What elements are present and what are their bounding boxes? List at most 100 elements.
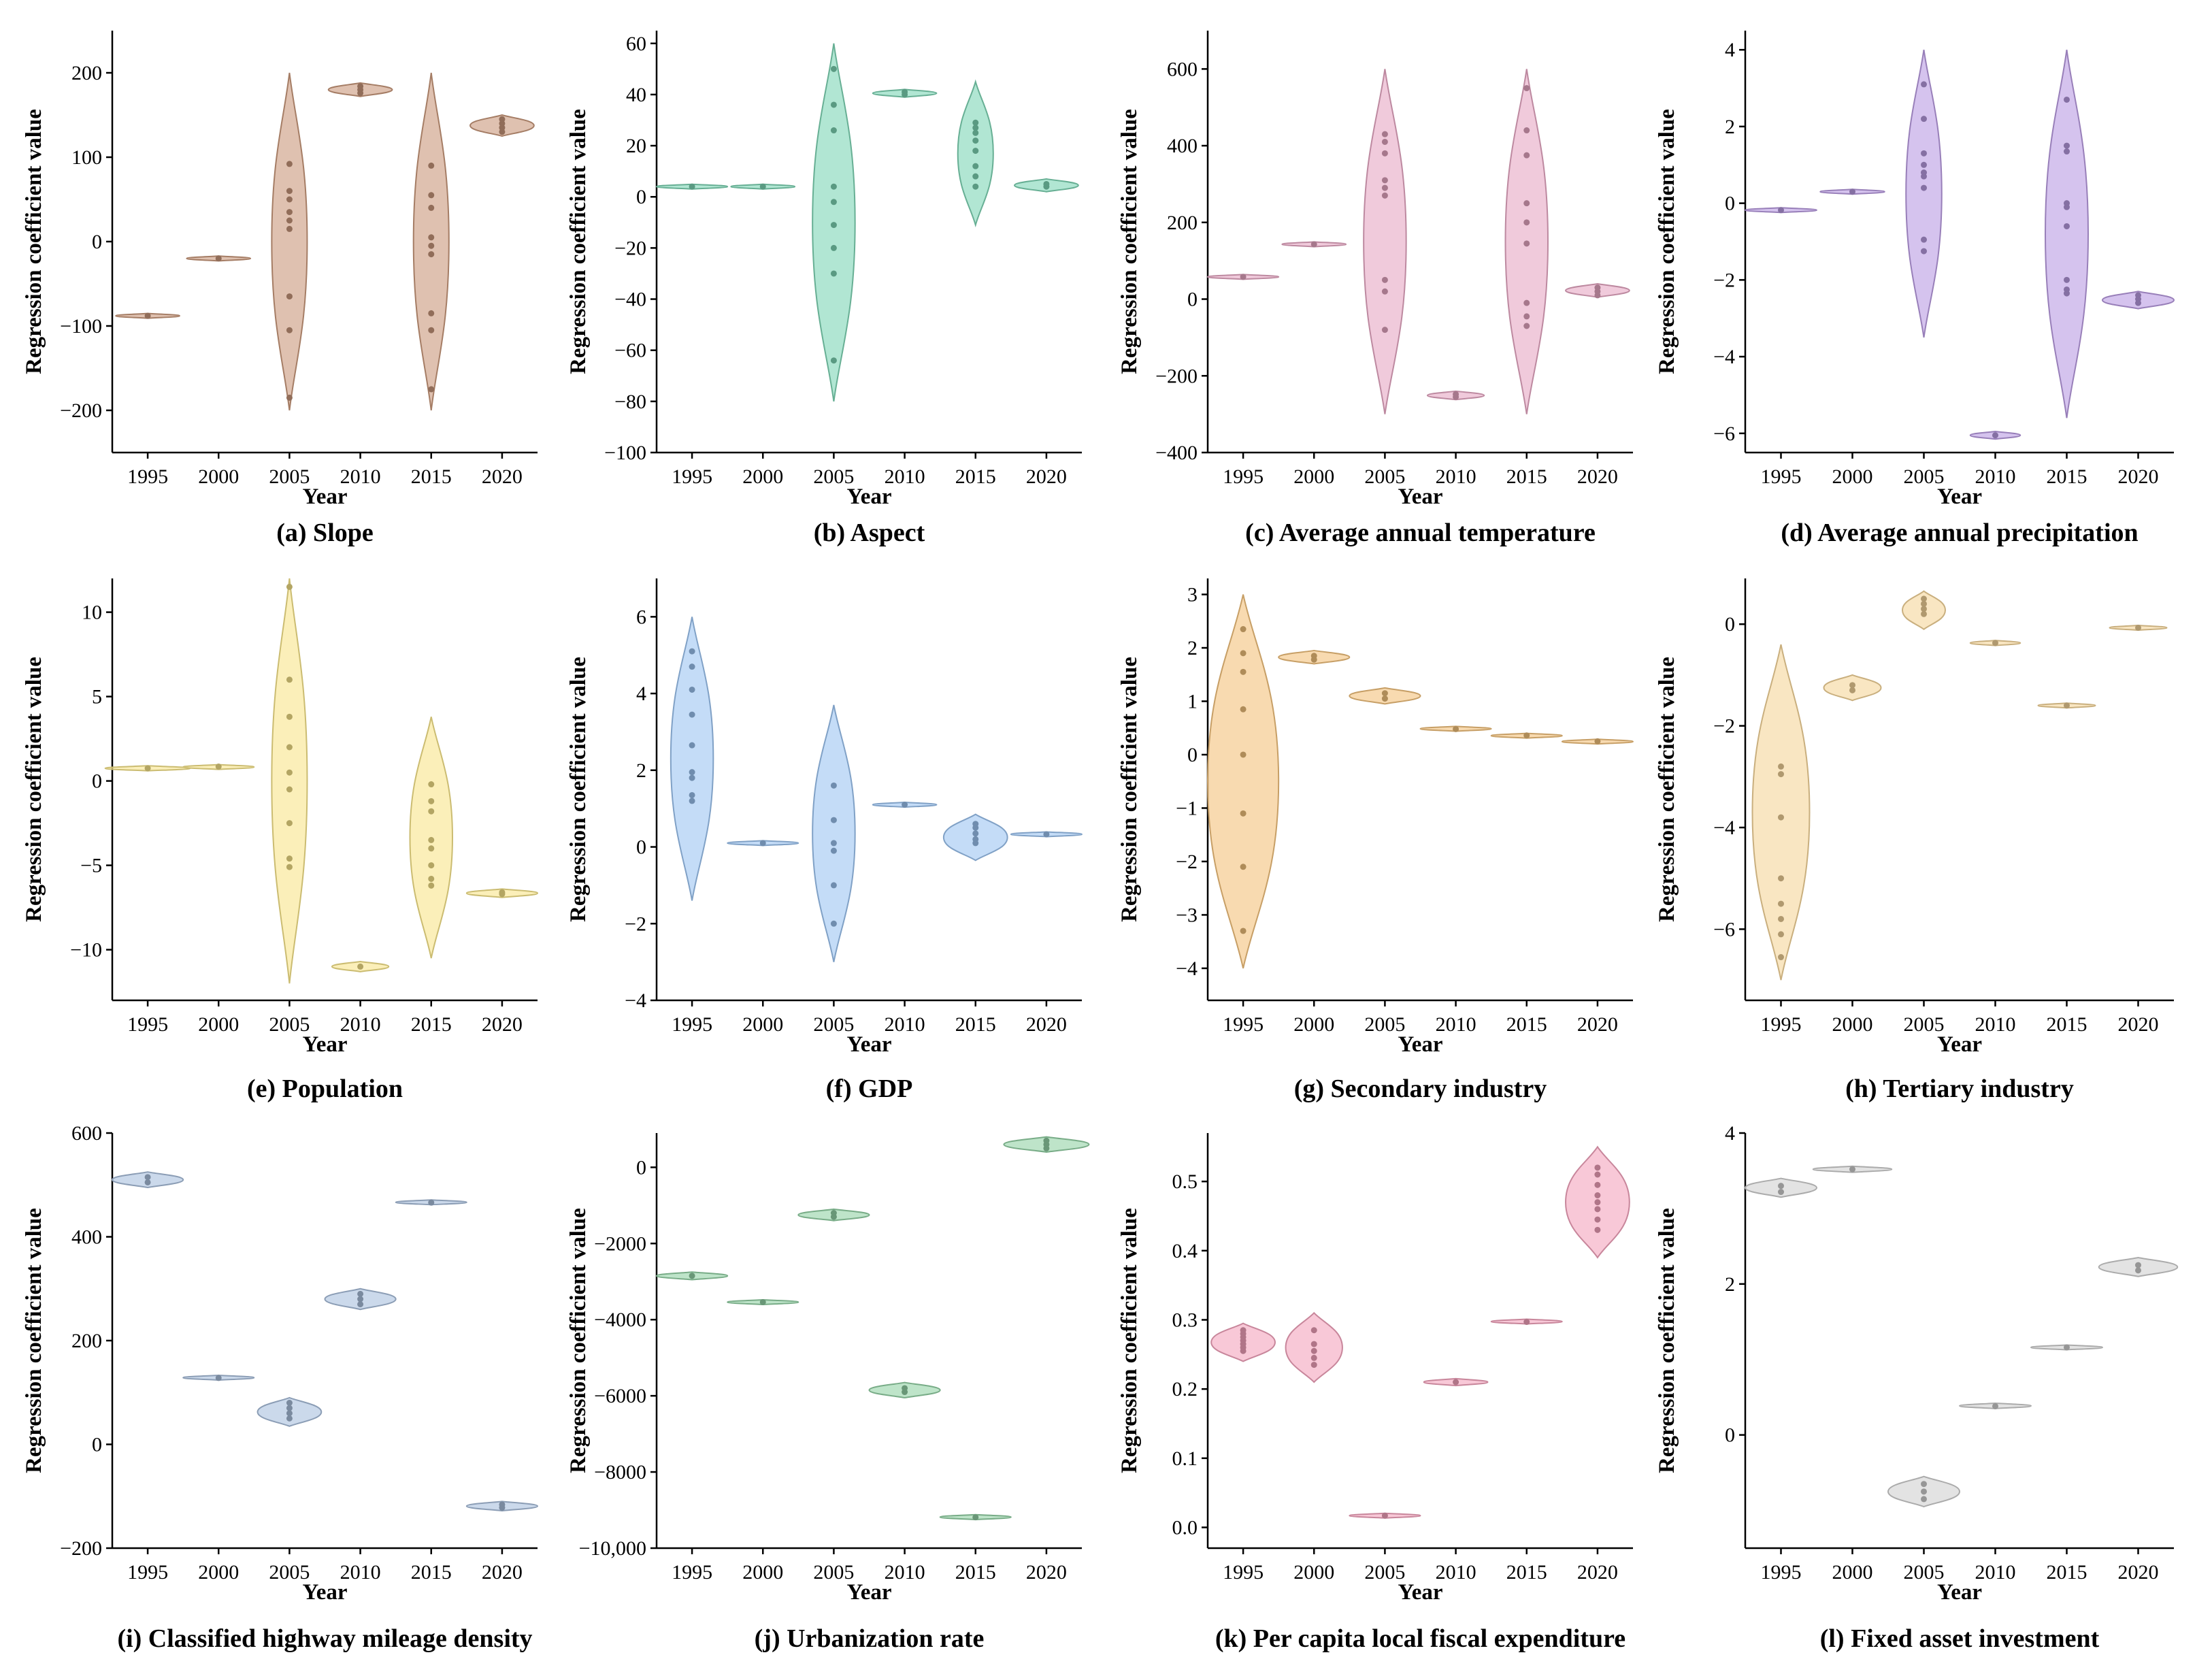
x-axis-title: Year — [1398, 1580, 1443, 1605]
data-point — [1240, 1327, 1247, 1334]
data-point — [972, 836, 979, 842]
data-point — [902, 802, 908, 808]
data-point — [428, 386, 435, 393]
panel-caption: (d) Average annual precipitation — [1781, 519, 2138, 547]
x-tick-label: 2015 — [1506, 465, 1547, 488]
data-point — [830, 357, 837, 364]
data-point — [830, 65, 837, 72]
data-point — [1594, 1199, 1601, 1206]
data-point — [1594, 284, 1601, 291]
data-point — [830, 847, 837, 854]
x-tick-label: 2015 — [2047, 465, 2087, 488]
data-point — [428, 808, 435, 815]
x-tick-label: 2015 — [411, 1013, 452, 1036]
data-point — [357, 963, 364, 970]
data-point — [759, 1298, 766, 1305]
data-point — [1921, 1496, 1927, 1503]
data-point — [1043, 180, 1050, 187]
data-point — [144, 312, 151, 319]
x-tick-label: 2010 — [1436, 465, 1476, 488]
y-tick-label: 100 — [71, 146, 102, 169]
y-tick-label: 0.4 — [1172, 1240, 1198, 1262]
data-point — [1921, 610, 1927, 617]
data-point — [428, 862, 435, 869]
data-point — [1921, 600, 1927, 607]
y-axis-title: Regression coefficient value — [22, 109, 46, 374]
data-point — [1240, 751, 1247, 758]
data-point — [972, 148, 979, 154]
x-tick-label: 2015 — [2047, 1561, 2087, 1584]
data-point — [1921, 169, 1927, 176]
data-point — [1594, 1206, 1601, 1213]
y-tick-label: −3 — [1176, 904, 1198, 926]
x-tick-label: 2000 — [198, 1013, 239, 1036]
data-point — [286, 1405, 293, 1411]
data-point — [428, 192, 435, 199]
y-tick-label: −8000 — [594, 1461, 646, 1484]
x-tick-label: 2000 — [1293, 1013, 1334, 1036]
data-point — [286, 225, 293, 232]
y-axis-title: Regression coefficient value — [22, 1208, 46, 1473]
panel-caption: (g) Secondary industry — [1294, 1075, 1547, 1103]
data-point — [428, 798, 435, 804]
y-tick-label: 0 — [636, 836, 646, 859]
data-point — [1594, 1164, 1601, 1171]
data-point — [759, 183, 766, 190]
x-tick-label: 2020 — [1026, 1561, 1067, 1584]
x-tick-label: 2005 — [1364, 465, 1405, 488]
data-point — [286, 676, 293, 683]
data-point — [972, 125, 979, 131]
data-point — [1310, 1362, 1317, 1368]
x-tick-label: 1995 — [127, 465, 168, 488]
data-point — [1992, 432, 1998, 439]
y-axis-title: Regression coefficient value — [22, 657, 46, 922]
data-point — [1523, 299, 1530, 306]
data-point — [1778, 915, 1784, 922]
x-tick-label: 2010 — [885, 1013, 925, 1036]
panel-11: 0.0 0.1 0.2 0.3 0.4 0.5 1995 2000 2005 2010 2015 20… — [1117, 1133, 1633, 1653]
data-point — [2135, 292, 2141, 299]
data-point — [428, 327, 435, 333]
data-point — [972, 183, 979, 190]
x-tick-label: 2010 — [1436, 1013, 1476, 1036]
data-point — [1594, 1181, 1601, 1188]
data-point — [499, 1501, 506, 1508]
data-point — [357, 1290, 364, 1297]
data-point — [286, 583, 293, 590]
data-point — [286, 217, 293, 224]
y-tick-label: −80 — [614, 391, 646, 413]
x-tick-label: 2020 — [1577, 1013, 1618, 1036]
y-tick-label: 40 — [626, 84, 646, 106]
data-point — [830, 244, 837, 251]
data-point — [2064, 96, 2070, 103]
panel-caption: (i) Classified highway mileage density — [117, 1624, 532, 1653]
data-point — [1381, 276, 1388, 283]
x-axis-title: Year — [847, 485, 892, 509]
data-point — [2064, 200, 2070, 207]
x-tick-label: 2010 — [1975, 465, 2016, 488]
data-point — [286, 713, 293, 720]
y-tick-label: −4 — [1713, 817, 1735, 839]
y-axis-title: Regression coefficient value — [1655, 109, 1679, 374]
y-tick-label: 600 — [71, 1122, 102, 1145]
data-point — [1523, 732, 1530, 739]
data-point — [1778, 900, 1784, 907]
data-point — [1921, 1481, 1927, 1488]
data-point — [1594, 1192, 1601, 1198]
y-tick-label: −4 — [1176, 957, 1198, 980]
data-point — [215, 764, 222, 770]
y-tick-label: 1 — [1187, 691, 1198, 713]
x-tick-label: 2010 — [340, 1561, 381, 1584]
data-point — [830, 1210, 837, 1217]
x-tick-label: 2000 — [742, 1561, 783, 1584]
data-point — [689, 798, 695, 804]
data-point — [689, 1273, 695, 1279]
y-axis-title: Regression coefficient value — [566, 657, 591, 922]
y-tick-label: −2 — [625, 913, 646, 935]
data-point — [972, 137, 979, 144]
y-tick-label: −2 — [1713, 715, 1735, 738]
data-point — [286, 864, 293, 870]
y-axis-title: Regression coefficient value — [1117, 657, 1142, 922]
data-point — [972, 1514, 979, 1521]
x-tick-label: 2020 — [482, 1013, 523, 1036]
